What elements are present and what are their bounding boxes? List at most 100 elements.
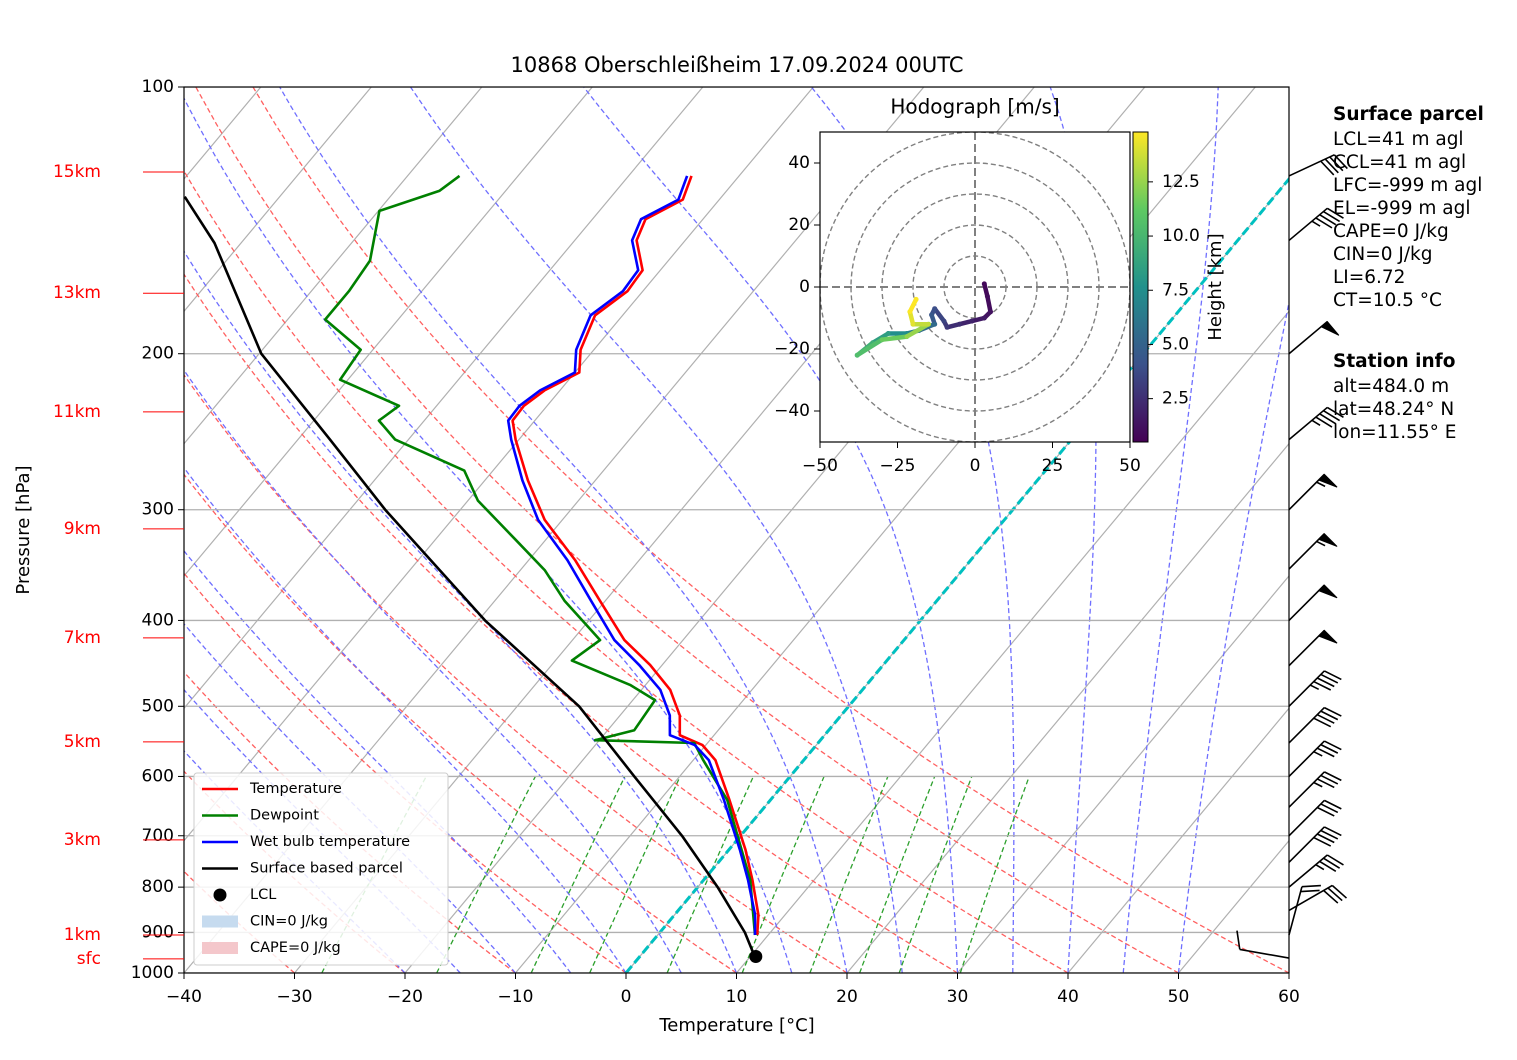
hodograph-segment [932, 306, 947, 324]
y-tick-label: 400 [142, 610, 174, 630]
dry-adiabat [252, 87, 1289, 973]
isotherm [1067, 707, 1289, 973]
info-line: EL=-999 m agl [1333, 198, 1471, 219]
plot-frame [183, 86, 1290, 974]
moist-adiabat [409, 87, 903, 973]
x-tick-label: 60 [1278, 987, 1300, 1007]
x-tick-label: −10 [498, 987, 534, 1007]
isotherm [515, 87, 1256, 973]
info-line: alt=484.0 m [1333, 376, 1449, 397]
x-axis-label: Temperature [°C] [658, 1015, 814, 1036]
wind-barb [1288, 884, 1348, 912]
hodograph-x-tick-label: 50 [1119, 456, 1141, 476]
y-tick-label: 100 [142, 77, 174, 97]
mixing-ratio-line [898, 776, 973, 973]
mixing-ratio-line [589, 776, 681, 973]
wind-barb [1288, 799, 1342, 837]
mixing-ratio-line [530, 776, 626, 973]
isotherm [736, 310, 1289, 973]
info-line: LI=6.72 [1333, 267, 1405, 288]
moist-adiabat [184, 688, 461, 973]
hodograph-title: Hodograph [m/s] [890, 95, 1059, 119]
wind-barb [1288, 740, 1342, 778]
hodograph-segment [879, 334, 910, 342]
y-axis-label: Pressure [hPa] [13, 465, 34, 594]
info-line: lon=11.55° E [1333, 422, 1456, 443]
wind-barb [1288, 670, 1342, 707]
height-label: 3km [64, 830, 101, 850]
profile-line [506, 175, 757, 936]
x-tick-label: 20 [836, 987, 858, 1007]
profile-line [323, 174, 757, 936]
isotherm [1178, 839, 1289, 973]
dry-adiabat [184, 473, 737, 973]
moist-adiabat [184, 369, 682, 973]
hodograph: Hodograph [m/s] −50 −25 0 25 50 40 20 0 −20 −40 2.5… [774, 95, 1226, 477]
height-label: 1km [64, 925, 101, 945]
moist-adiabat [184, 549, 572, 973]
legend-label: Dewpoint [250, 808, 319, 824]
colorbar-tick-label: 12.5 [1162, 172, 1200, 192]
legend: Temperature Dewpoint Wet bulb temperature S… [193, 772, 449, 966]
lcl-marker [749, 949, 763, 963]
info-line: CIN=0 J/kg [1333, 244, 1433, 265]
info-line: CCL=41 m agl [1333, 152, 1466, 173]
hodograph-background [820, 132, 1130, 442]
wind-barb [1288, 154, 1348, 177]
wind-barb [1288, 706, 1342, 744]
colorbar-tick-label: 2.5 [1162, 389, 1189, 409]
moist-adiabat [184, 96, 793, 973]
hodograph-x-tick-label: 25 [1042, 456, 1064, 476]
info-line: LCL=41 m agl [1333, 129, 1464, 150]
info-line: LFC=-999 m agl [1333, 175, 1482, 196]
y-tick-label: 200 [142, 344, 174, 364]
isotherm [184, 87, 593, 577]
mixing-ratio-line [809, 776, 889, 973]
hodograph-point [913, 296, 919, 302]
hodograph-y-tick-label: −40 [774, 401, 810, 421]
info-line: CT=10.5 °C [1333, 290, 1442, 311]
x-tick-label: 10 [726, 987, 748, 1007]
wind-barb-pennant [1317, 532, 1338, 547]
mixing-ratio-line [436, 776, 536, 973]
legend-label: Temperature [249, 781, 342, 797]
y-tick-label: 300 [142, 500, 174, 520]
mixing-ratio-line [959, 776, 1030, 973]
legend-label: CIN=0 J/kg [250, 914, 328, 930]
height-label: 15km [53, 162, 101, 182]
colorbar-tick-label: 7.5 [1162, 280, 1189, 300]
legend-swatch [202, 915, 238, 928]
legend-label: Surface based parcel [250, 861, 403, 877]
height-label: 7km [64, 628, 101, 648]
y-tick-label: 500 [142, 696, 174, 716]
dry-adiabat [0, 87, 74, 973]
profile-line [511, 175, 760, 936]
profile-line [184, 195, 756, 957]
wind-barb-pennant [1317, 473, 1338, 488]
legend-label: Wet bulb temperature [250, 834, 410, 850]
hodograph-y-tick-label: 0 [799, 277, 810, 297]
legend-swatch [213, 888, 227, 902]
info-title: Surface parcel [1333, 104, 1484, 125]
wind-barb-pennant [1317, 629, 1338, 644]
wind-barb [1288, 826, 1342, 863]
colorbar [1132, 131, 1149, 443]
hodograph-y-tick-label: 20 [788, 215, 810, 235]
moist-adiabat [1177, 299, 1289, 973]
hodograph-x-tick-label: −50 [802, 456, 838, 476]
wind-barb [1288, 884, 1321, 936]
wind-barb [1236, 930, 1290, 959]
y-tick-label: 900 [142, 922, 174, 942]
x-tick-label: 0 [621, 987, 632, 1007]
profiles [184, 174, 760, 957]
y-tick-label: 1000 [131, 963, 174, 983]
isotherm [184, 87, 704, 710]
info-line: CAPE=0 J/kg [1333, 221, 1449, 242]
isotherm [1288, 972, 1289, 973]
x-tick-label: 40 [1057, 987, 1079, 1007]
wind-barb-pennant [1320, 320, 1340, 336]
info-title: Station info [1333, 351, 1455, 372]
hodograph-x-tick-label: −25 [880, 456, 916, 476]
